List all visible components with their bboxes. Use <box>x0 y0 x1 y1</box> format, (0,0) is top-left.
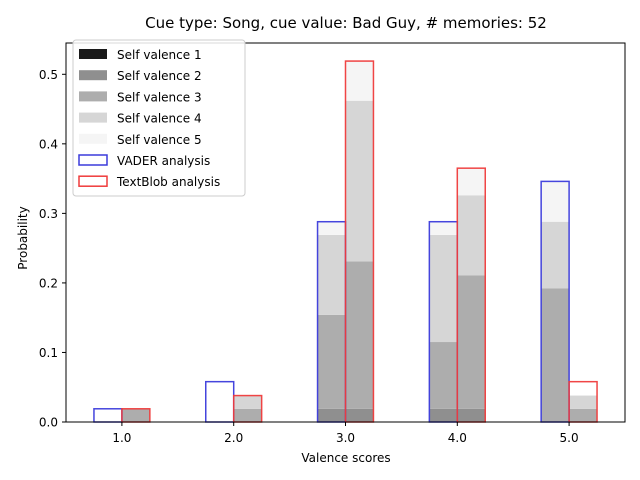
x-tick-label: 5.0 <box>560 431 579 445</box>
x-tick-label: 1.0 <box>112 431 131 445</box>
bar-vader-valence-3-x3 <box>317 314 346 409</box>
legend-swatch <box>79 91 107 102</box>
y-tick-label: 0.0 <box>39 416 58 430</box>
legend-swatch <box>78 154 108 166</box>
outline-vader-x1 <box>93 408 123 423</box>
plot-area: 1.0 2.0 3.0 4.0 5.0 0.0 0.1 0.2 0.3 0.4 0.5 <box>39 42 626 445</box>
bar-vader-valence-2-x4 <box>429 408 458 422</box>
bar-textblob-valence-2-x3 <box>345 408 374 422</box>
outline-vader-x2 <box>205 380 235 423</box>
y-tick-label: 0.4 <box>39 137 58 151</box>
bar-textblob-valence-2-x4 <box>457 408 486 422</box>
y-tick-label: 0.2 <box>39 276 58 290</box>
x-axis-label: Valence scores <box>301 451 390 465</box>
legend-swatch <box>79 49 107 59</box>
legend-label: Self valence 3 <box>117 90 202 104</box>
x-tick-label: 3.0 <box>336 431 355 445</box>
legend-frame <box>72 39 246 197</box>
legend-label: Self valence 5 <box>117 133 202 147</box>
legend-label: VADER analysis <box>117 154 210 168</box>
bar-textblob-valence-4-x4 <box>457 195 486 276</box>
bar-vader-valence-2-x3 <box>317 408 346 422</box>
legend-swatch <box>79 133 107 144</box>
y-tick-label: 0.5 <box>39 68 58 82</box>
legend-swatch <box>78 175 108 187</box>
bar-textblob-valence-5-x3 <box>345 60 374 101</box>
legend-swatch <box>79 70 107 81</box>
bar-vader-valence-3-x4 <box>429 342 458 409</box>
bar-vader-valence-5-x5 <box>541 181 570 222</box>
bar-textblob-valence-3-x4 <box>457 275 486 409</box>
legend-label: Self valence 2 <box>117 69 202 83</box>
bar-textblob-valence-5-x4 <box>457 168 486 196</box>
legend-label: Self valence 1 <box>117 48 202 62</box>
bar-vader-valence-3-x5 <box>541 288 570 422</box>
y-axis-label: Probability <box>16 206 30 269</box>
bar-textblob-valence-4-x5 <box>569 395 598 409</box>
bar-vader-valence-5-x4 <box>429 221 458 235</box>
y-tick-label: 0.1 <box>39 346 58 360</box>
legend-swatch <box>79 112 107 123</box>
bar-textblob-valence-3-x3 <box>345 261 374 409</box>
bar-vader-valence-4-x4 <box>429 234 458 343</box>
y-tick-label: 0.3 <box>39 207 58 221</box>
legend-label: Self valence 4 <box>117 112 202 126</box>
bar-textblob-valence-3-x1 <box>121 408 150 422</box>
x-tick-label: 4.0 <box>448 431 467 445</box>
bar-vader-valence-4-x3 <box>317 234 346 315</box>
bar-vader-valence-5-x3 <box>317 221 346 235</box>
bar-textblob-valence-3-x2 <box>233 408 262 422</box>
x-tick-label: 2.0 <box>224 431 243 445</box>
chart-title: Cue type: Song, cue value: Bad Guy, # me… <box>145 14 547 32</box>
bar-textblob-valence-4-x2 <box>233 395 262 409</box>
bar-vader-valence-4-x5 <box>541 221 570 289</box>
legend-label: TextBlob analysis <box>116 175 220 189</box>
legend: Self valence 1 Self valence 2 Self valence… <box>72 39 246 197</box>
bar-textblob-valence-3-x5 <box>569 408 598 422</box>
bar-textblob-valence-4-x3 <box>345 100 374 262</box>
